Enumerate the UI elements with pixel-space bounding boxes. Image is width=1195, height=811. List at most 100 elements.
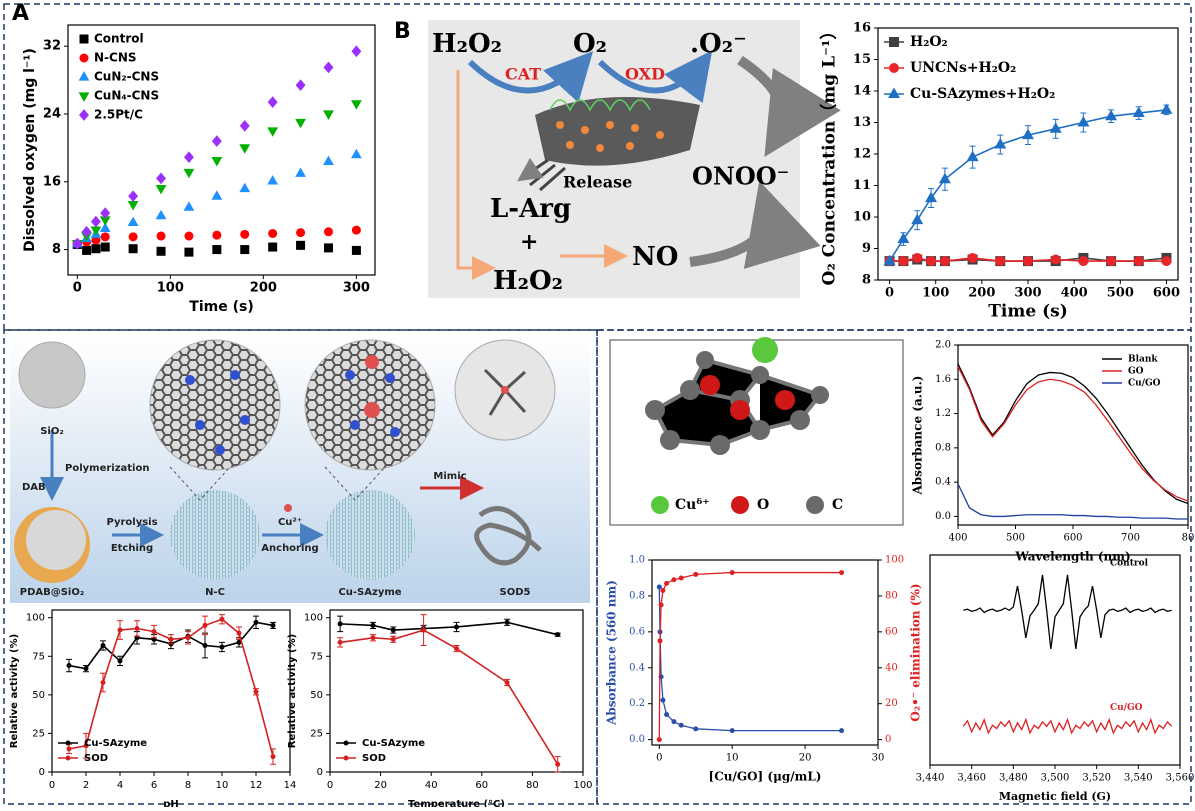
y-tick-label: 8 [52,242,61,257]
marker [129,244,138,253]
series-label: Cu/GO [1110,703,1143,713]
marker [271,623,276,628]
y-tick-label: 2.0 [935,340,951,351]
scheme-text: SOD5 [500,587,531,598]
y-tick-label: 0.4 [629,662,645,673]
marker [66,756,71,761]
marker [659,602,664,607]
y-tick-label: 8 [862,273,871,288]
marker [351,149,362,158]
marker [324,62,334,74]
y-tick-label: 32 [43,39,61,54]
marker [912,253,922,263]
y-tick-label: 9 [862,241,871,256]
marker [79,109,89,121]
series-line [659,587,841,731]
marker [324,243,333,252]
x-tick-label: 4 [117,780,123,791]
marker [968,253,978,263]
marker [371,635,376,640]
x-axis-label: Temperature (°C) [408,799,505,807]
marker [730,728,735,733]
y-axis-label: Relative activity (%) [9,634,20,748]
marker [693,572,698,577]
marker [67,663,72,668]
x-tick-label: 500 [1006,533,1025,544]
marker [239,183,250,192]
scheme-text: OXD [625,65,665,84]
marker [268,243,277,252]
marker [371,623,376,628]
x-axis-label: [Cu/GO] (μg/mL) [709,770,822,784]
marker [660,588,665,593]
marker [296,241,305,250]
marker [344,756,349,761]
marker [79,71,90,80]
legend-label: O [757,497,769,513]
scheme-text: CAT [505,65,541,84]
marker [82,246,91,255]
y-tick-label: 50 [310,690,323,701]
y-axis-label: Absorbance (a.u.) [911,375,925,495]
figure: A B C D H₂O₂ O₂ .O₂⁻ CAT OXD Release L-A… [0,0,1195,807]
y-tick-label: 75 [32,651,45,662]
marker [296,79,306,91]
x-tick-label: 2 [83,780,89,791]
x-tick-label: 300 [343,281,370,296]
marker [889,37,899,47]
marker [889,63,899,73]
y-tick-label: 1.0 [629,555,645,566]
marker [454,624,459,629]
marker [84,666,89,671]
marker [129,232,138,241]
x-tick-label: 3,500 [1041,773,1070,784]
legend-label: N-CNS [94,51,137,65]
marker [1078,256,1088,266]
marker [101,643,106,648]
y-tick-label: 11 [853,178,871,193]
marker [91,226,102,235]
legend-label: 2.5Pt/C [94,108,143,122]
scheme-text: NO [632,242,678,272]
marker [156,173,166,185]
scheme-b: H₂O₂ O₂ .O₂⁻ CAT OXD Release L-Arg + H₂O… [428,20,800,298]
legend-label: SOD [84,753,108,764]
scheme-text: H₂O₂ [493,266,563,296]
y-tick-label: 0.4 [935,477,951,488]
marker [184,232,193,241]
y2-tick-label: 100 [885,555,904,566]
marker [184,151,194,163]
y2-tick-label: 0 [885,734,891,745]
y-tick-label: 0 [317,767,323,778]
marker [338,621,343,626]
legend-label: Cu-SAzymes+H₂O₂ [910,86,1055,102]
marker [271,754,276,759]
y-axis-label: Relative activity (%) [287,634,298,748]
x-tick-label: 80 [1182,533,1195,544]
marker [184,201,195,210]
scheme-text: N-C [205,587,225,598]
x-tick-label: 3,440 [916,773,945,784]
marker [156,210,167,219]
x-tick-label: 80 [526,780,539,791]
scheme-text: .O₂⁻ [690,29,747,59]
y-tick-label: 50 [32,690,45,701]
marker [128,201,139,210]
marker [80,54,89,63]
marker [391,637,396,642]
legend-label: Cu/GO [1128,379,1161,389]
marker [555,632,560,637]
marker [128,190,138,202]
scheme-text: ONOO⁻ [692,162,789,191]
x-tick-label: 100 [157,281,184,296]
marker [1051,255,1061,265]
marker [995,256,1005,266]
marker [693,726,698,731]
marker [351,100,362,109]
marker [926,256,936,266]
scheme-text: SiO₂ [40,426,64,437]
legend-label: Blank [1128,355,1158,365]
marker [268,229,277,238]
marker [203,623,208,628]
marker [839,728,844,733]
